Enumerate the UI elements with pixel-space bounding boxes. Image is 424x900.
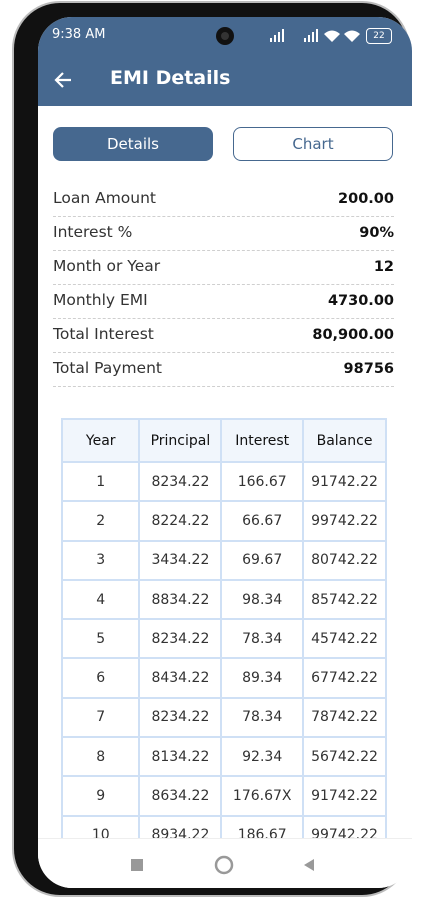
table-row: 7 8234.22 78.34 78742.22 — [60, 696, 387, 739]
table-cell: 186.67 — [220, 814, 305, 838]
summary-label: Monthly EMI — [53, 291, 148, 309]
table-cell: 166.67 — [220, 460, 305, 503]
table-cell: 8234.22 — [138, 460, 223, 503]
table-cell: 92.34 — [220, 736, 305, 778]
table-cell: 8934.22 — [138, 814, 223, 838]
column-header: Interest — [220, 418, 305, 463]
table-cell: 3 — [60, 539, 141, 581]
summary-row: Month or Year 12 — [53, 251, 394, 285]
status-bar: 9:38 AM 22 — [38, 17, 412, 55]
table-cell: 69.67 — [220, 539, 305, 581]
table-cell: 8234.22 — [138, 696, 223, 739]
table-row: 4 8834.22 98.34 85742.22 — [60, 578, 387, 621]
content: Details Chart Loan Amount 200.00 Interest … — [38, 106, 412, 838]
table-cell: 78742.22 — [302, 696, 387, 739]
phone-frame: 9:38 AM 22 EMI Details Details Chart Loa… — [14, 3, 412, 895]
table-cell: 8634.22 — [138, 775, 223, 817]
home-button[interactable] — [214, 855, 234, 875]
table-cell: 8434.22 — [138, 657, 223, 699]
summary-row: Total Payment 98756 — [53, 353, 394, 387]
chart-tab[interactable]: Chart — [233, 127, 393, 161]
table-cell: 45742.22 — [302, 618, 387, 660]
summary-row: Monthly EMI 4730.00 — [53, 285, 394, 319]
table-row: 1 8234.22 166.67 91742.22 — [60, 460, 387, 503]
table-row: 5 8234.22 78.34 45742.22 — [60, 618, 387, 660]
table-cell: 67742.22 — [302, 657, 387, 699]
column-header: Year — [60, 418, 141, 463]
camera — [216, 27, 234, 45]
summary-value: 98756 — [343, 361, 394, 377]
back-button[interactable] — [52, 69, 74, 91]
table-row: 8 8134.22 92.34 56742.22 — [60, 736, 387, 778]
screen: 9:38 AM 22 EMI Details Details Chart Loa… — [38, 17, 412, 888]
table-cell: 6 — [60, 657, 141, 699]
table-row: 10 8934.22 186.67 99742.22 — [60, 814, 387, 838]
table-cell: 99742.22 — [302, 814, 387, 838]
table-cell: 8834.22 — [138, 578, 223, 621]
summary-label: Interest % — [53, 223, 133, 241]
table-cell: 8224.22 — [138, 500, 223, 542]
summary-label: Month or Year — [53, 257, 161, 275]
summary-row: Interest % 90% — [53, 217, 394, 251]
table-cell: 8134.22 — [138, 736, 223, 778]
app-bar: EMI Details — [38, 55, 412, 106]
summary-value: 4730.00 — [327, 293, 394, 309]
status-time: 9:38 AM — [52, 27, 106, 42]
status-icons — [270, 29, 360, 42]
table-cell: 8234.22 — [138, 618, 223, 660]
summary-label: Total Interest — [53, 325, 154, 343]
back-nav-button[interactable] — [304, 859, 314, 871]
table-cell: 98.34 — [220, 578, 305, 621]
table-cell: 66.67 — [220, 500, 305, 542]
table-row: 6 8434.22 89.34 67742.22 — [60, 657, 387, 699]
table-cell: 9 — [60, 775, 141, 817]
table-cell: 91742.22 — [302, 775, 387, 817]
summary-row: Loan Amount 200.00 — [53, 183, 394, 217]
column-header: Balance — [302, 418, 387, 463]
summary-label: Loan Amount — [53, 189, 157, 207]
table-cell: 91742.22 — [302, 460, 387, 503]
table-cell: 4 — [60, 578, 141, 621]
table-cell: 7 — [60, 696, 141, 739]
summary-value: 90% — [359, 225, 394, 241]
table-row: 2 8224.22 66.67 99742.22 — [60, 500, 387, 542]
recents-button[interactable] — [131, 859, 143, 871]
summary-value: 200.00 — [338, 191, 394, 207]
table-cell: 5 — [60, 618, 141, 660]
summary-value: 80,900.00 — [312, 327, 394, 343]
summary-row: Total Interest 80,900.00 — [53, 319, 394, 353]
table-cell: 2 — [60, 500, 141, 542]
table-cell: 80742.22 — [302, 539, 387, 581]
table-cell: 3434.22 — [138, 539, 223, 581]
page-title: EMI Details — [110, 67, 231, 89]
nav-icons — [131, 855, 314, 875]
table-cell: 10 — [60, 814, 141, 838]
nav-bar — [38, 838, 412, 888]
summary-value: 12 — [373, 259, 394, 275]
table-cell: 85742.22 — [302, 578, 387, 621]
battery: 22 — [366, 28, 392, 44]
table-cell: 89.34 — [220, 657, 305, 699]
details-tab[interactable]: Details — [53, 127, 213, 161]
table-cell: 176.67X — [220, 775, 305, 817]
table-cell: 78.34 — [220, 696, 305, 739]
emi-table: Year Principal Interest Balance 1 8234.22 166.… — [60, 418, 387, 838]
column-header: Principal — [138, 418, 223, 463]
table-cell: 1 — [60, 460, 141, 503]
table-cell: 78.34 — [220, 618, 305, 660]
summary-label: Total Payment — [53, 359, 162, 377]
table-row: 9 8634.22 176.67X 91742.22 — [60, 775, 387, 817]
table-cell: 99742.22 — [302, 500, 387, 542]
table-cell: 56742.22 — [302, 736, 387, 778]
table-row: 3 3434.22 69.67 80742.22 — [60, 539, 387, 581]
table-cell: 8 — [60, 736, 141, 778]
